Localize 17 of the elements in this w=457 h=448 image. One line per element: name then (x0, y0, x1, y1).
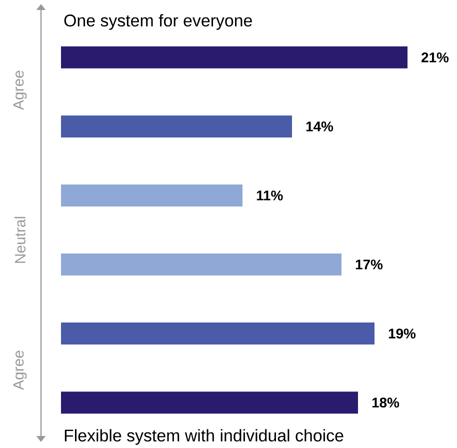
bar (61, 322, 374, 344)
bar (61, 115, 292, 138)
data-label: 11% (256, 190, 283, 200)
bar (61, 184, 243, 206)
bar (61, 253, 342, 276)
data-label: 17% (356, 260, 383, 270)
text: Agree (13, 70, 27, 110)
bar (61, 391, 358, 414)
data-label: 19% (388, 328, 416, 338)
data-label: 14% (306, 121, 334, 132)
data-label: 18% (372, 398, 400, 408)
annotation: Flexible system with individual choice (64, 429, 344, 445)
bar (61, 46, 408, 68)
text: Neutral (14, 216, 26, 263)
text: Agree (13, 350, 27, 390)
data-label: 21% (422, 52, 449, 62)
chart-title: One system for everyone (64, 14, 252, 30)
